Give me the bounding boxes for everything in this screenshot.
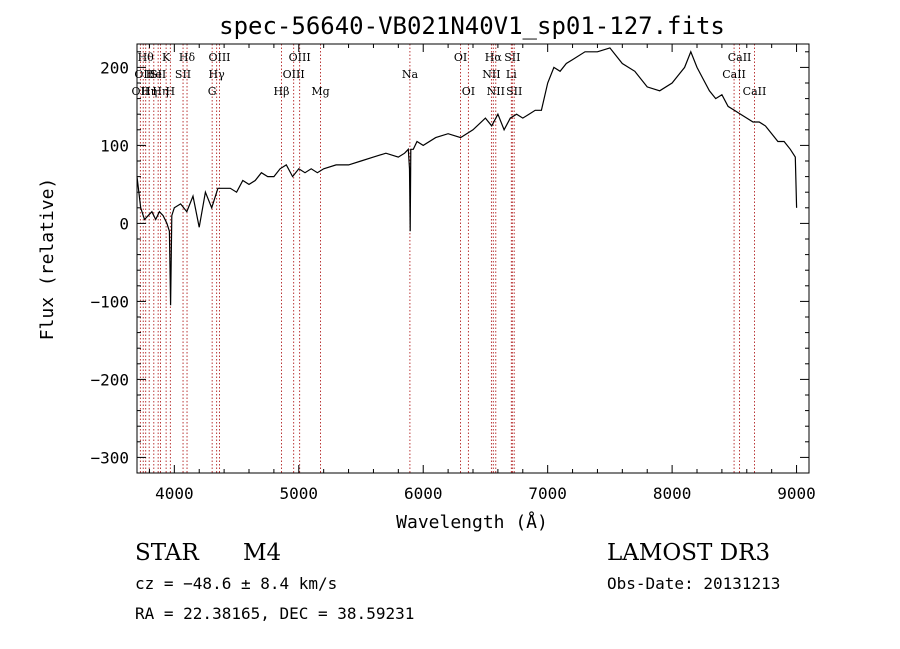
line-label: OII — [134, 68, 152, 81]
line-label: CaII — [722, 68, 746, 81]
line-label: G — [208, 85, 217, 98]
line-label: K — [162, 51, 171, 64]
line-label: SII — [504, 51, 520, 64]
chart-title: spec-56640-VB021N40V1_sp01-127.fits — [219, 12, 725, 40]
x-tick-label: 5000 — [280, 484, 319, 503]
line-label: H — [166, 85, 176, 98]
line-label: Hθ — [138, 51, 155, 64]
x-tick-label: 9000 — [777, 484, 816, 503]
line-label: SII — [150, 68, 166, 81]
y-tick-label: 0 — [119, 214, 129, 233]
y-tick-label: −200 — [90, 370, 129, 389]
line-label: Hη — [141, 85, 157, 98]
line-label: SII — [506, 85, 522, 98]
y-tick-label: 100 — [100, 136, 129, 155]
y-axis: 200 100 0 −100 −200 −300 — [90, 51, 809, 467]
spectrum-series-line — [136, 47, 798, 306]
y-tick-label: −100 — [90, 292, 129, 311]
y-axis-label: Flux (relative) — [37, 178, 58, 341]
line-label: OII — [132, 85, 150, 98]
line-label: CaII — [728, 51, 752, 64]
line-label: OIII — [283, 68, 305, 81]
redshift-cz: cz = −48.6 ± 8.4 km/s — [135, 574, 338, 593]
emission-line-markers — [139, 44, 755, 473]
line-label: Mg — [311, 85, 329, 98]
x-tick-label: 6000 — [404, 484, 443, 503]
y-tick-label: 200 — [100, 58, 129, 77]
line-label: Hβ — [274, 85, 290, 98]
x-axis-label: Wavelength (Å) — [396, 511, 548, 533]
object-subclass: M4 — [243, 540, 282, 566]
plot-frame — [136, 43, 810, 474]
y-tick-label: −300 — [90, 448, 129, 467]
survey-name: LAMOST DR3 — [607, 540, 771, 566]
observation-date: Obs-Date: 20131213 — [607, 574, 781, 593]
line-label: OIII — [289, 51, 311, 64]
x-axis: 4000 5000 6000 7000 8000 9000 — [148, 44, 816, 503]
line-label: Hα — [485, 51, 503, 64]
line-label: Na — [402, 68, 419, 81]
line-label: OI — [462, 85, 475, 98]
line-label: Hγ — [209, 68, 226, 81]
line-label: OIII — [208, 51, 230, 64]
ra-dec-coordinates: RA = 22.38165, DEC = 38.59231 — [135, 604, 415, 623]
emission-line-labels: OIIOIIHθHηHeSIIHηKHSIIHδGHγOIIIHβOIIIOII… — [132, 51, 767, 98]
line-label: NII — [482, 68, 500, 81]
line-label: CaII — [743, 85, 767, 98]
x-tick-label: 4000 — [155, 484, 194, 503]
line-label: SII — [175, 68, 191, 81]
object-class: STAR — [135, 540, 199, 566]
line-label: OI — [454, 51, 467, 64]
x-tick-label: 7000 — [528, 484, 567, 503]
line-label: NII — [487, 85, 505, 98]
x-tick-label: 8000 — [653, 484, 692, 503]
line-label: He — [146, 68, 162, 81]
line-label: Hη — [152, 85, 168, 98]
line-label: Hδ — [179, 51, 196, 64]
line-label: Li — [506, 68, 517, 81]
